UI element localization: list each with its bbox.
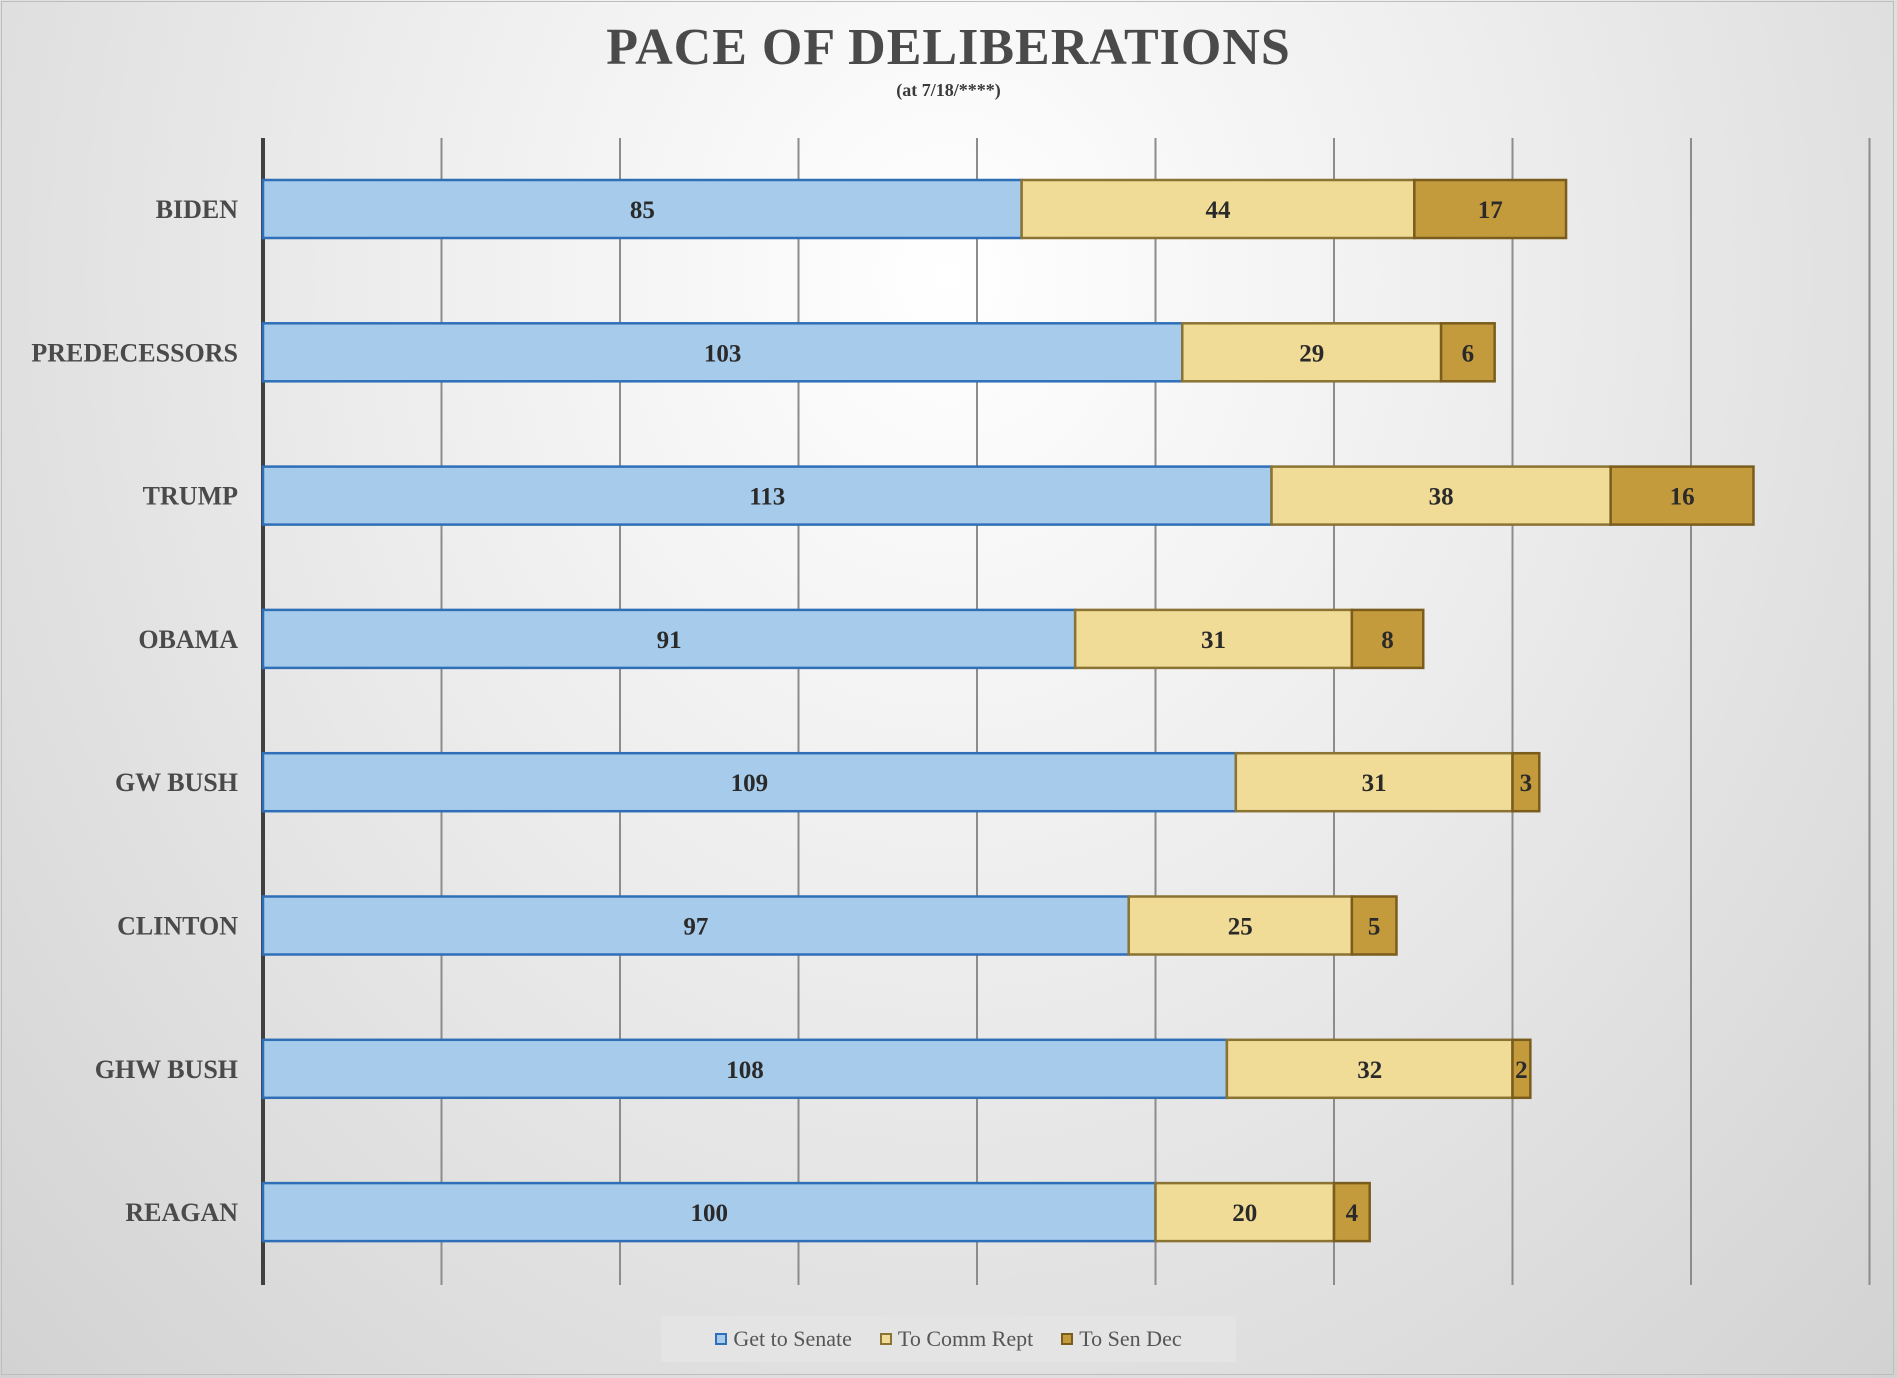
bar-segment [261, 465, 1273, 526]
legend-label: To Sen Dec [1079, 1326, 1182, 1351]
legend-swatch-to-sen-dec [1061, 1333, 1074, 1345]
category-label: CLINTON [117, 912, 238, 941]
bar-segment [261, 1038, 1229, 1100]
bar-segment [261, 751, 1238, 813]
bar-segment [261, 895, 1130, 956]
data-label: 38 [1429, 484, 1454, 511]
bar-segment [1511, 751, 1541, 813]
data-label: 20 [1232, 1200, 1257, 1227]
data-label: 31 [1201, 627, 1226, 654]
data-label: 32 [1357, 1057, 1382, 1084]
legend-item-to-sen-dec: To Sen Dec [1061, 1326, 1182, 1352]
data-label: 97 [683, 914, 708, 941]
data-label: 25 [1228, 914, 1253, 941]
data-label: 16 [1670, 484, 1695, 511]
data-label: 3 [1520, 770, 1533, 797]
legend-swatch-get-to-senate [715, 1333, 728, 1345]
category-label: GW BUSH [115, 768, 238, 797]
data-label: 100 [691, 1200, 729, 1227]
bar-segment [1413, 178, 1568, 240]
bar-segment [1439, 322, 1496, 383]
bar-segment [1270, 465, 1612, 526]
legend-swatch-to-comm-rept [879, 1333, 892, 1345]
bar-segment [1511, 1038, 1532, 1100]
bar-segment [261, 608, 1077, 670]
data-label: 85 [630, 197, 655, 224]
category-label: OBAMA [138, 625, 238, 654]
data-label: 109 [731, 770, 769, 797]
chart-legend: Get to Senate To Comm Rept To Sen Dec [661, 1316, 1236, 1362]
legend-label: To Comm Rept [897, 1326, 1034, 1351]
data-label: 5 [1368, 914, 1381, 941]
category-label: GHW BUSH [95, 1055, 238, 1084]
data-label: 4 [1346, 1200, 1359, 1227]
legend-item-get-to-senate: Get to Senate [715, 1326, 852, 1352]
bar-segment [1225, 1038, 1514, 1100]
data-label: 31 [1362, 770, 1387, 797]
category-label: TRUMP [143, 482, 238, 511]
bar-segment [1350, 895, 1398, 956]
data-label: 17 [1478, 197, 1503, 224]
data-label: 6 [1462, 340, 1475, 367]
bar-segment [261, 1181, 1157, 1243]
data-label: 103 [704, 340, 742, 367]
data-label: 91 [657, 627, 682, 654]
bar-segment [1181, 322, 1443, 383]
data-label: 44 [1205, 197, 1231, 224]
bar-segment [1350, 608, 1425, 670]
data-label: 8 [1381, 627, 1394, 654]
data-label: 108 [726, 1057, 764, 1084]
bar-segment [1609, 465, 1755, 526]
bar-segment [261, 178, 1023, 240]
chart-subtitle: (at 7/18/****) [896, 80, 1001, 100]
data-label: 113 [749, 484, 785, 511]
data-label: 2 [1515, 1057, 1528, 1084]
data-label: 29 [1299, 340, 1324, 367]
category-label: REAGAN [125, 1198, 238, 1227]
bar-segment [1073, 608, 1354, 670]
bar-segment [1234, 751, 1514, 813]
bar-segment [1020, 178, 1416, 240]
legend-label: Get to Senate [733, 1326, 852, 1351]
chart-title: PACE OF DELIBERATIONS [606, 19, 1291, 76]
bar-segment [1332, 1181, 1371, 1243]
legend-item-to-comm-rept: To Comm Rept [879, 1326, 1034, 1352]
category-label: BIDEN [156, 195, 239, 224]
category-label: PREDECESSORS [31, 338, 238, 367]
